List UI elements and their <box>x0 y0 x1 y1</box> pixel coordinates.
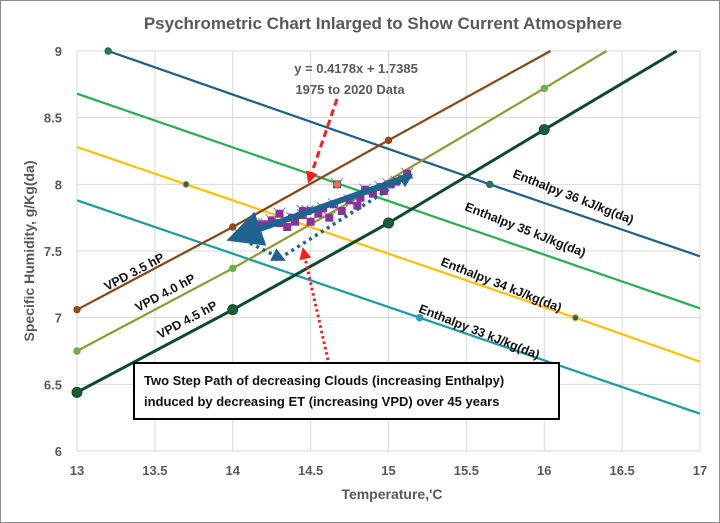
series-marker <box>486 180 494 189</box>
data-point <box>368 189 377 198</box>
annotation-line-2: induced by decreasing ET (increasing VPD… <box>144 394 499 409</box>
data-point-whisker <box>400 167 414 172</box>
data-point-highlight <box>333 180 341 188</box>
x-tick-label: 13 <box>70 463 84 478</box>
series-marker <box>73 347 81 355</box>
x-tick-label: 14.5 <box>298 463 323 478</box>
x-tick-label: 14 <box>226 463 241 478</box>
x-tick-label: 17 <box>693 463 707 478</box>
y-tick-labels: 6 6.5 7 7.5 8 8.5 9 <box>44 44 62 459</box>
series-marker <box>104 47 112 55</box>
data-point <box>267 216 276 225</box>
annotation-line-1: Two Step Path of decreasing Clouds (incr… <box>144 373 504 388</box>
label-enthalpy-34: Enthalpy 34 kJ/kg(da) <box>439 255 564 315</box>
series-marker <box>384 136 393 145</box>
x-tick-label: 13.5 <box>142 463 167 478</box>
series-marker <box>571 313 580 322</box>
series-marker <box>227 304 239 316</box>
x-axis-label: Temperature,'C <box>341 486 442 502</box>
arrows <box>226 98 414 361</box>
data-point <box>337 207 346 215</box>
series-marker <box>540 84 548 93</box>
series-marker <box>383 217 394 229</box>
x-tick-label: 16.5 <box>609 463 634 478</box>
y-tick-label: 7 <box>55 311 62 326</box>
trendline-arrow <box>226 172 413 246</box>
series-line-1 <box>77 92 700 310</box>
series-marker <box>182 180 190 189</box>
label-enthalpy-33: Enthalpy 33 kJ/kg(da) <box>417 302 542 362</box>
y-tick-label: 7.5 <box>44 244 62 259</box>
series-marker <box>71 386 83 398</box>
series-marker <box>73 305 81 314</box>
data-point-whisker <box>273 207 286 212</box>
series-marker <box>538 124 550 136</box>
x-tick-label: 15.5 <box>454 463 479 478</box>
x-tick-label: 15 <box>381 463 395 478</box>
data-point-whisker <box>296 204 310 209</box>
trendline-equation: y = 0.4178x + 1.7385 <box>294 61 418 76</box>
data-point <box>325 213 334 222</box>
data-point <box>353 201 362 210</box>
data-point-whisker <box>335 204 349 209</box>
data-point <box>275 209 284 218</box>
series-marker <box>229 264 237 273</box>
data-point <box>403 169 412 178</box>
data-point-whisker <box>322 211 336 216</box>
data-point <box>356 193 365 202</box>
data-point <box>306 217 315 226</box>
annotation-box: Two Step Path of decreasing Clouds (incr… <box>133 362 560 420</box>
trendline-note: 1975 to 2020 Data <box>295 82 405 97</box>
y-axis-label: Specific Humidity, g/Kg(da) <box>21 161 37 342</box>
y-tick-label: 6.5 <box>44 377 62 392</box>
chart-title: Psychrometric Chart Inlarged to Show Cur… <box>144 14 622 33</box>
data-point <box>283 223 292 231</box>
data-point <box>314 209 323 218</box>
y-tick-label: 6 <box>55 444 62 459</box>
data-point <box>379 187 388 195</box>
series-marker <box>415 313 424 322</box>
trend-callout-arrow <box>306 98 339 184</box>
series-line-2 <box>77 145 700 363</box>
x-tick-labels: 13 13.5 14 14.5 15 15.5 16 16.5 17 <box>70 463 707 478</box>
y-tick-label: 8.5 <box>44 111 62 126</box>
data-point-whisker <box>358 183 372 188</box>
x-tick-label: 16 <box>537 463 551 478</box>
annotation-box-border <box>133 362 560 420</box>
series-line-5 <box>77 50 608 352</box>
y-tick-label: 8 <box>55 177 62 192</box>
two-step-path-arrow-1 <box>236 235 286 261</box>
y-tick-label: 9 <box>55 44 62 59</box>
data-point-whisker <box>330 177 344 182</box>
two-step-path-arrow-2 <box>284 173 414 257</box>
data-point <box>291 217 300 226</box>
box-callout-arrow <box>299 247 330 361</box>
label-vpd-3-5: VPD 3.5 hP <box>102 250 167 293</box>
series-line-6 <box>77 49 678 394</box>
